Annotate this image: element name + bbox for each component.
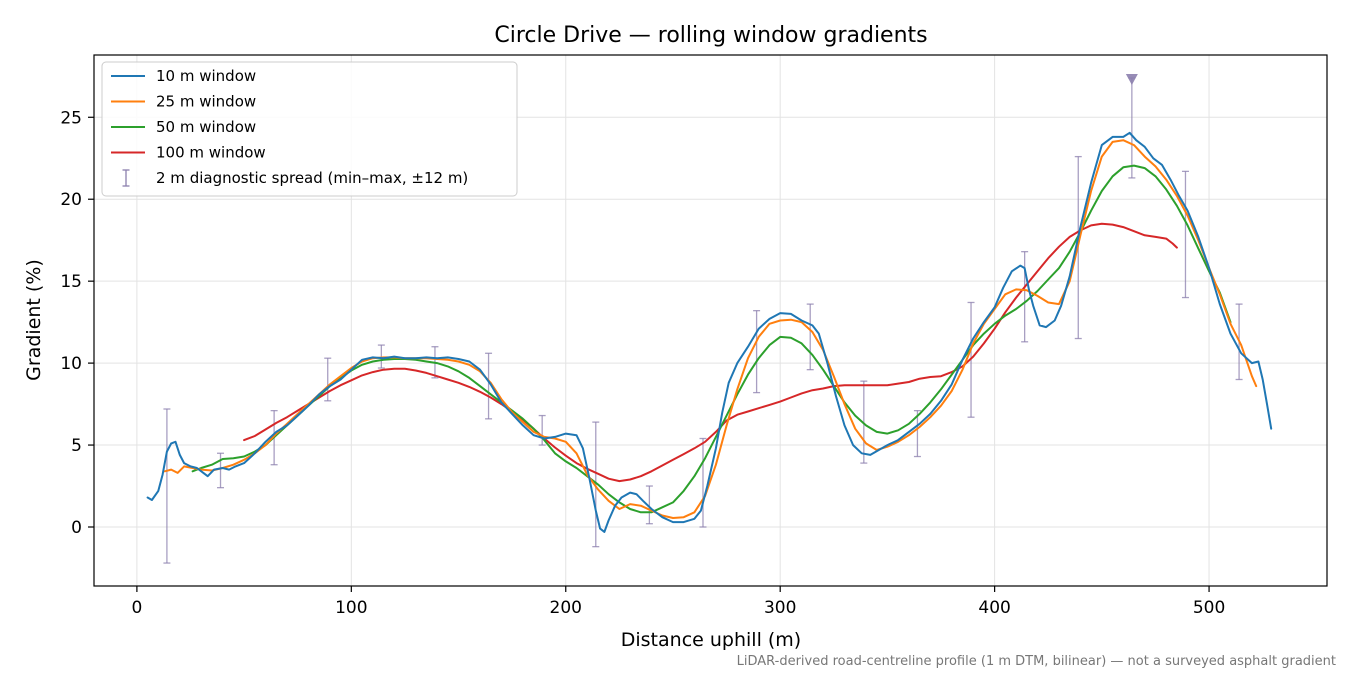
peak-marker xyxy=(1125,73,1138,85)
series-line-100-m-window xyxy=(243,222,1178,483)
y-tick-label: 25 xyxy=(60,108,82,128)
x-tick-label: 300 xyxy=(764,598,796,618)
x-tick-label: 500 xyxy=(1193,598,1225,618)
series-line-10-m-window xyxy=(146,131,1273,533)
legend-label: 2 m diagnostic spread (min–max, ±12 m) xyxy=(156,169,468,187)
x-axis-ticks: 0 100 200 300 400 500 xyxy=(131,586,1225,618)
spread-bar xyxy=(592,421,600,548)
legend-label: 50 m window xyxy=(156,118,256,136)
spread-bar xyxy=(699,437,707,528)
spread-bar xyxy=(806,303,814,371)
y-axis-label: Gradient (%) xyxy=(23,259,45,381)
spread-bar xyxy=(645,485,653,525)
footnote: LiDAR-derived road-centreline profile (1… xyxy=(737,654,1336,669)
y-tick-label: 5 xyxy=(71,436,82,456)
grid-lines xyxy=(94,55,1327,586)
spread-bar xyxy=(163,408,171,564)
x-tick-label: 400 xyxy=(978,598,1010,618)
spread-bar xyxy=(538,414,546,446)
y-tick-label: 15 xyxy=(60,272,82,292)
legend-label: 100 m window xyxy=(156,144,266,162)
y-tick-label: 20 xyxy=(60,190,82,210)
x-tick-label: 100 xyxy=(335,598,367,618)
spread-bar xyxy=(485,352,493,420)
x-axis-label: Distance uphill (m) xyxy=(621,629,801,651)
series-lines xyxy=(146,131,1273,533)
x-tick-label: 0 xyxy=(131,598,142,618)
spread-bar xyxy=(377,344,385,369)
y-tick-label: 10 xyxy=(60,354,82,374)
plot-frame xyxy=(93,54,1328,587)
spread-bar xyxy=(1021,251,1029,343)
spread-bar xyxy=(753,310,761,394)
spread-bar xyxy=(324,357,332,402)
x-tick-label: 200 xyxy=(550,598,582,618)
spread-bar xyxy=(1181,170,1189,299)
legend-label: 25 m window xyxy=(156,93,256,111)
spread-bar xyxy=(913,409,921,458)
legend-box xyxy=(101,61,518,197)
legend-label: 10 m window xyxy=(156,67,256,85)
y-tick-label: 0 xyxy=(71,518,82,538)
spread-bar xyxy=(217,452,225,489)
peak-triangle-marker xyxy=(1125,73,1138,85)
series-line-50-m-window xyxy=(191,164,1232,514)
legend: 10 m window 25 m window 50 m window 100 m w… xyxy=(101,61,518,197)
chart-title: Circle Drive — rolling window gradients xyxy=(494,23,927,48)
y-axis-ticks: 0 5 10 15 20 25 xyxy=(60,108,94,538)
